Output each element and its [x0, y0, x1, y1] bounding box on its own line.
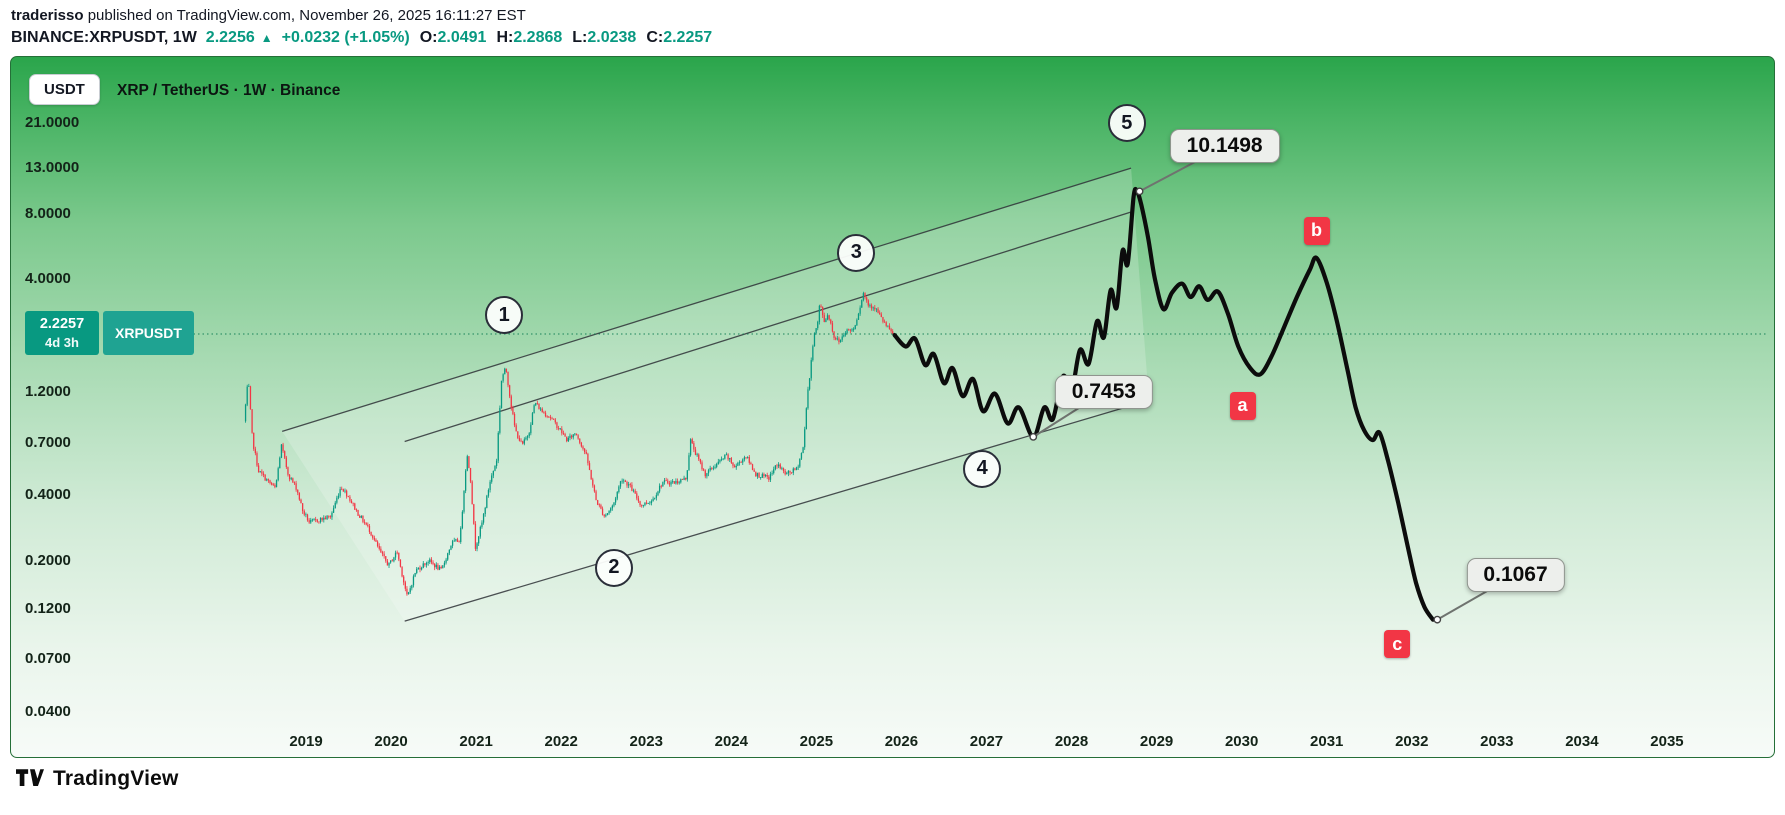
wave-label-b[interactable]: b	[1303, 216, 1330, 245]
x-axis-label: 2027	[969, 733, 1004, 750]
up-arrow-icon: ▲	[260, 31, 273, 45]
price-change: +0.0232 (+1.05%)	[281, 29, 410, 46]
chart-title: XRP / TetherUS · 1W · Binance	[117, 82, 341, 99]
last-price: 2.2256	[205, 29, 255, 46]
x-axis-label: 2029	[1139, 733, 1174, 750]
x-axis-label: 2022	[544, 733, 578, 750]
x-axis-label: 2024	[714, 733, 748, 750]
price-callout-0.7453[interactable]: 0.7453	[1054, 375, 1153, 410]
y-axis-label: 1.2000	[25, 383, 71, 401]
projection-path	[892, 186, 1436, 622]
x-axis-label: 2031	[1310, 733, 1344, 750]
current-price-value: 2.2257	[39, 316, 85, 332]
bar-countdown: 4d 3h	[45, 335, 79, 350]
x-axis-label: 2019	[289, 733, 323, 750]
x-axis-label: 2030	[1224, 733, 1259, 750]
x-axis-label: 2032	[1395, 733, 1429, 750]
x-axis-label: 2033	[1480, 733, 1514, 750]
open-label: O:	[419, 29, 438, 46]
open-value: 2.0491	[437, 29, 487, 46]
x-axis-label: 2026	[884, 733, 919, 750]
low-label: L:	[572, 29, 588, 46]
x-axis-label: 2028	[1054, 733, 1089, 750]
price-callout-10.1498[interactable]: 10.1498	[1169, 129, 1280, 164]
y-axis-label: 13.0000	[25, 159, 80, 177]
chart-overlays: 21.0000 13.0000 8.0000 4.0000 1.2000 0.7000 0.…	[11, 57, 1774, 757]
tradingview-logo-icon[interactable]	[16, 768, 44, 790]
x-axis-label: 2020	[374, 733, 408, 750]
x-axis-label: 2023	[629, 733, 663, 750]
wave-label-3[interactable]: 3	[837, 233, 876, 272]
y-axis-label: 4.0000	[25, 269, 71, 287]
chart-area[interactable]: 21.0000 13.0000 8.0000 4.0000 1.2000 0.7000 0.…	[10, 56, 1775, 758]
low-value: 2.0238	[587, 29, 637, 46]
high-value: 2.2868	[513, 29, 563, 46]
footer: TradingView	[16, 767, 179, 791]
wave-label-5[interactable]: 5	[1107, 104, 1146, 142]
brand-name[interactable]: TradingView	[53, 767, 179, 790]
channel-line-0	[281, 167, 1132, 433]
callout-anchor-dot-2	[1433, 615, 1442, 624]
high-label: H:	[496, 29, 514, 46]
channel-line-1	[404, 211, 1132, 443]
x-axis-label: 2025	[799, 733, 834, 750]
close-label: C:	[646, 29, 664, 46]
price-callout-0.1067[interactable]: 0.1067	[1466, 557, 1565, 592]
author-name: traderisso	[11, 7, 84, 24]
symbol-name: BINANCE:XRPUSDT, 1W	[11, 29, 197, 46]
wave-label-1[interactable]: 1	[485, 296, 524, 335]
channel-line-2	[404, 399, 1150, 622]
currency-toggle-button[interactable]: USDT	[29, 74, 100, 105]
symbol-price-label: XRPUSDT	[103, 311, 194, 355]
channel-fill	[282, 168, 1149, 622]
wave-label-c[interactable]: c	[1384, 630, 1411, 659]
current-price-badge[interactable]: 2.2257 4d 3h	[25, 311, 99, 355]
y-axis-label: 0.2000	[25, 551, 71, 569]
publish-info: traderisso published on TradingView.com,…	[11, 7, 526, 24]
wave-label-4[interactable]: 4	[963, 449, 1002, 488]
ticker-line: BINANCE:XRPUSDT, 1W 2.2256 ▲ +0.0232 (+1…	[11, 29, 712, 47]
callout-anchor-dot-1	[1029, 433, 1038, 441]
callout-anchor-dot-0	[1135, 187, 1144, 196]
x-axis-label: 2034	[1565, 733, 1599, 750]
wave-label-a[interactable]: a	[1229, 391, 1256, 420]
y-axis-label: 0.1200	[25, 599, 71, 617]
wave-label-2[interactable]: 2	[594, 548, 633, 587]
close-value: 2.2257	[663, 29, 713, 46]
x-axis-label: 2021	[459, 733, 493, 750]
x-axis-label: 2035	[1650, 733, 1684, 750]
y-axis-label: 0.0400	[25, 702, 71, 720]
publish-text: published on TradingView.com, November 2…	[83, 7, 526, 24]
y-axis-label: 0.7000	[25, 433, 71, 451]
y-axis-label: 0.4000	[25, 486, 71, 504]
y-axis-label: 0.0700	[25, 650, 71, 668]
y-axis-label: 8.0000	[25, 204, 71, 222]
y-axis-label: 21.0000	[25, 114, 80, 131]
